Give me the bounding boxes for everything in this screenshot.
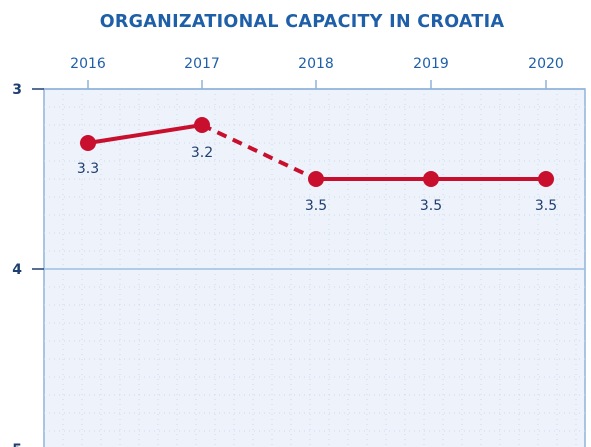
x-tick-label: 2017 xyxy=(184,56,220,72)
series-layer xyxy=(80,117,554,187)
x-tick-label: 2020 xyxy=(528,56,564,72)
data-label: 3.3 xyxy=(77,161,99,177)
data-point-marker xyxy=(538,171,554,187)
axes: 2016 2017 2018 2019 2020 3 4 5 xyxy=(12,56,585,447)
x-tick-label: 2019 xyxy=(413,56,449,72)
x-tick-label: 2016 xyxy=(70,56,106,72)
y-tick-label: 4 xyxy=(12,262,22,278)
data-label: 3.5 xyxy=(535,198,557,214)
data-point-marker xyxy=(423,171,439,187)
y-tick-label: 3 xyxy=(12,82,22,98)
x-tick-label: 2018 xyxy=(298,56,334,72)
data-label: 3.2 xyxy=(191,145,213,161)
chart-title: ORGANIZATIONAL CAPACITY IN CROATIA xyxy=(100,12,505,32)
series-segment-dashed xyxy=(201,123,317,181)
plot-area xyxy=(43,88,586,447)
y-tick-label: 5 xyxy=(12,442,22,447)
grid xyxy=(44,88,585,447)
data-label: 3.5 xyxy=(305,198,327,214)
data-point-marker xyxy=(308,171,324,187)
data-point-marker xyxy=(194,117,210,133)
series-segment xyxy=(87,123,203,145)
data-label: 3.5 xyxy=(420,198,442,214)
data-label-layer: 3.3 3.2 3.5 3.5 3.5 xyxy=(77,145,557,214)
data-point-marker xyxy=(80,135,96,151)
